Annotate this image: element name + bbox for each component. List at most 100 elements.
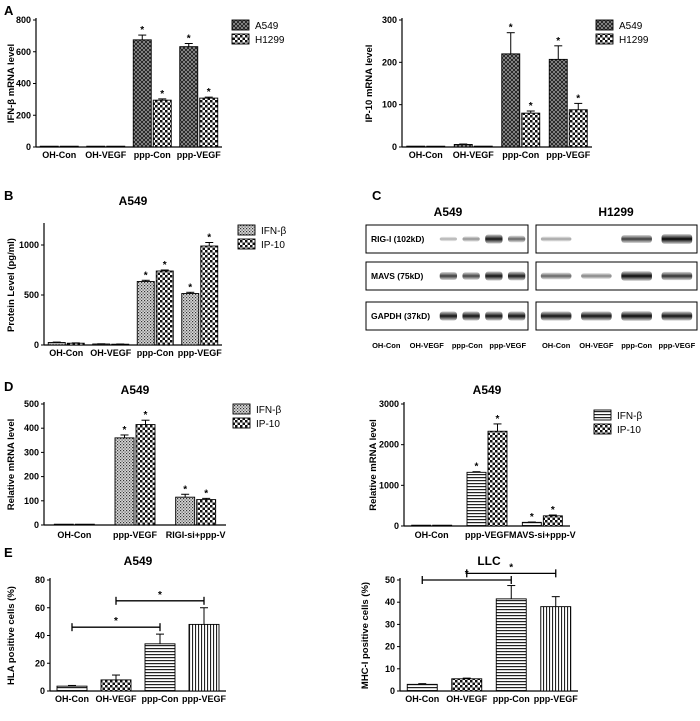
blot-band [621,311,652,321]
bar [411,524,432,527]
chart-title: A549 [473,383,502,397]
bar [59,145,79,148]
significance-star: * [496,414,500,425]
blot-lane-label: OH-Con [372,341,401,350]
x-tick-label: OH-Con [42,150,76,160]
blot-frame [365,261,529,291]
y-tick-label: 1000 [379,480,399,490]
bar [66,342,85,346]
legend-swatch [232,403,251,415]
bar [181,293,200,346]
chart-d1: A549 0 100 200 300 400 500 Relative mRNA level O… [6,383,281,540]
significance-star: * [160,89,164,100]
blot-band [661,311,693,321]
bar [501,53,521,148]
bar [86,145,106,148]
x-tick-label: OH-VEGF [85,150,127,160]
y-tick-label: 10 [385,664,395,674]
blot-lane-label: ppp-VEGF [659,341,696,350]
blot-band [485,234,503,244]
x-tick-label: ppp-VEGF [465,530,509,540]
legend-swatch [231,33,250,45]
bar [406,683,438,692]
bar [179,46,199,148]
blot-cell-line: A549 [434,205,463,219]
bar [432,524,453,527]
bar [466,471,487,527]
y-axis-label: Relative mRNA level [6,419,17,511]
chart-title: A549 [121,383,150,397]
bar [39,145,59,148]
blot-frame [535,224,698,254]
blot-band [485,311,503,321]
y-tick-label: 20 [35,658,45,668]
bracket-label: * [509,562,513,573]
x-tick-label: OH-Con [49,348,83,358]
y-tick-label: 600 [16,47,31,57]
legend-label: A549 [619,21,643,32]
blot-frame [365,224,529,254]
y-tick-label: 50 [385,575,395,585]
significance-star: * [163,260,167,271]
y-tick-label: 200 [382,57,397,67]
significance-star: * [183,484,187,495]
blot-band [661,234,693,244]
x-tick-label: OH-VEGF [90,348,132,358]
bar [100,679,132,692]
blot-band [661,271,693,281]
significance-star: * [529,101,533,112]
blot-band [462,272,480,280]
x-tick-label: OH-Con [415,530,449,540]
x-tick-label: OH-VEGF [95,694,137,704]
blot-lane-label: ppp-Con [621,341,652,350]
blot-row-label: RIG-I (102kD) [371,234,425,244]
blot-frame [535,301,698,331]
legend-label: IFN-β [256,405,281,416]
significance-star: * [509,23,513,34]
y-axis-label: Protein Level (pg/ml) [6,238,17,332]
bar [426,145,446,148]
bar [188,623,220,692]
significance-star: * [475,462,479,473]
blot-band [540,311,572,321]
bar [200,245,219,346]
significance-star: * [188,282,192,293]
y-tick-label: 300 [24,447,39,457]
bar [56,685,88,692]
x-tick-label: OH-Con [57,530,91,540]
panel-label-e: E [4,545,13,560]
y-tick-label: 30 [385,619,395,629]
x-tick-label: ppp-Con [137,348,174,358]
legend-swatch [593,423,612,435]
legend-swatch [593,409,612,421]
significance-star: * [556,36,560,47]
blot-band [439,311,458,321]
bracket-label: * [158,590,162,601]
blot-cell-line: H1299 [598,205,634,219]
blot-band [439,236,458,242]
blot-band [485,271,503,281]
bar [114,437,135,526]
blot-band [581,273,612,279]
y-tick-label: 40 [35,631,45,641]
bracket-label: * [114,616,118,627]
panel-label-b: B [4,188,13,203]
blot-band [621,271,652,281]
y-tick-label: 800 [16,15,31,25]
y-axis-label: MHC-I positive cells (%) [360,582,371,689]
bar [136,281,155,346]
blot-band [540,272,572,280]
y-tick-label: 20 [385,642,395,652]
legend-swatch [595,19,614,31]
chart-e1: A549 0 20 40 60 80 HLA positive cells (%) OH-Co… [6,554,226,704]
blot-band [462,311,480,321]
significance-star: * [207,233,211,244]
y-tick-label: 100 [382,100,397,110]
chart-a2: 0 100 200 300 IP-10 mRNA level OH-Con OH-VEGF p… [364,15,649,160]
y-tick-label: 400 [24,423,39,433]
y-axis-label: IP-10 mRNA level [364,45,375,123]
bar [542,515,563,527]
y-tick-label: 1000 [19,240,39,250]
chart-title: A549 [124,554,153,568]
